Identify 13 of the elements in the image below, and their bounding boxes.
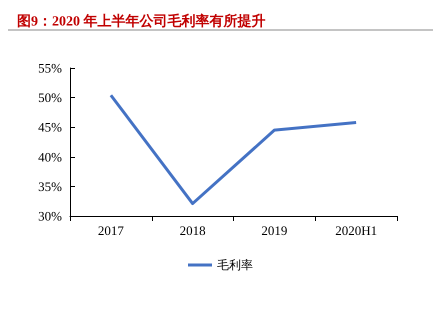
y-tick-label: 30% (38, 208, 62, 224)
y-tick-label: 35% (38, 178, 62, 194)
x-tick-label: 2020H1 (335, 223, 378, 238)
y-tick-label: 50% (38, 90, 62, 106)
y-tick-label: 45% (38, 120, 62, 135)
y-tick-label: 40% (38, 149, 62, 164)
x-tick-label: 2019 (261, 223, 288, 238)
x-tick-label: 2017 (98, 223, 124, 238)
chart-title: 图9：2020 年上半年公司毛利率有所提升 (17, 12, 266, 30)
y-tick-label: 55% (38, 60, 62, 76)
line-series (109, 94, 358, 206)
legend-label: 毛利率 (217, 258, 253, 272)
x-tick-label: 2018 (180, 223, 206, 238)
